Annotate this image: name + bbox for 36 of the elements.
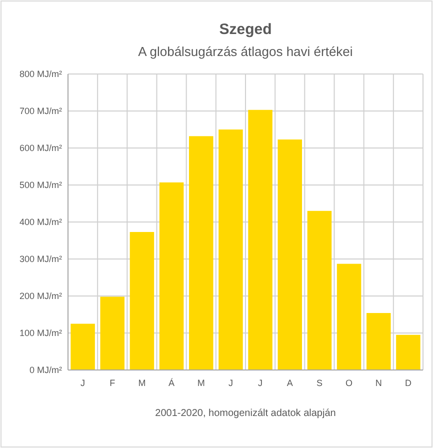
- bar: [307, 210, 332, 370]
- y-tick-label: 300 MJ/m²: [19, 254, 62, 264]
- bar: [218, 130, 243, 370]
- bar: [130, 232, 154, 370]
- y-tick-label: 500 MJ/m²: [19, 180, 62, 190]
- x-tick-label: M: [138, 378, 146, 388]
- x-tick-label: D: [404, 378, 412, 388]
- y-tick-label: 100 MJ/m²: [19, 328, 62, 338]
- x-tick-label: O: [346, 378, 353, 388]
- y-tick-label: 700 MJ/m²: [19, 106, 62, 116]
- bar: [70, 324, 95, 370]
- y-tick-label: 0 MJ/m²: [30, 365, 62, 376]
- bar: [100, 296, 125, 370]
- x-tick-label: S: [316, 378, 322, 388]
- x-tick-label: N: [375, 378, 382, 388]
- y-tick-label: 200 MJ/m²: [19, 291, 62, 302]
- y-tick-label: 800 MJ/m²: [19, 69, 62, 80]
- x-tick-label: F: [110, 378, 116, 388]
- bar: [188, 136, 214, 370]
- text: 2001-2020, homogenizált adatok alapján: [155, 408, 336, 419]
- bar: [396, 334, 420, 370]
- bar: [159, 182, 184, 370]
- y-tick-label: 400 MJ/m²: [19, 217, 62, 228]
- x-tick-label: J: [80, 378, 86, 388]
- bar: [278, 139, 302, 370]
- x-tick-label: J: [258, 378, 263, 388]
- x-tick-label: A: [286, 378, 293, 388]
- x-tick-label: M: [197, 378, 205, 388]
- chart-title: Szeged: [219, 21, 272, 38]
- bar: [248, 110, 272, 370]
- bar: [336, 264, 362, 370]
- y-tick-label: 600 MJ/m²: [19, 143, 62, 154]
- x-tick-label: Á: [168, 378, 175, 388]
- bar: [366, 313, 391, 370]
- chart-subtitle: A globálsugárzás átlagos havi értékei: [138, 44, 353, 59]
- x-tick-label: J: [228, 378, 233, 388]
